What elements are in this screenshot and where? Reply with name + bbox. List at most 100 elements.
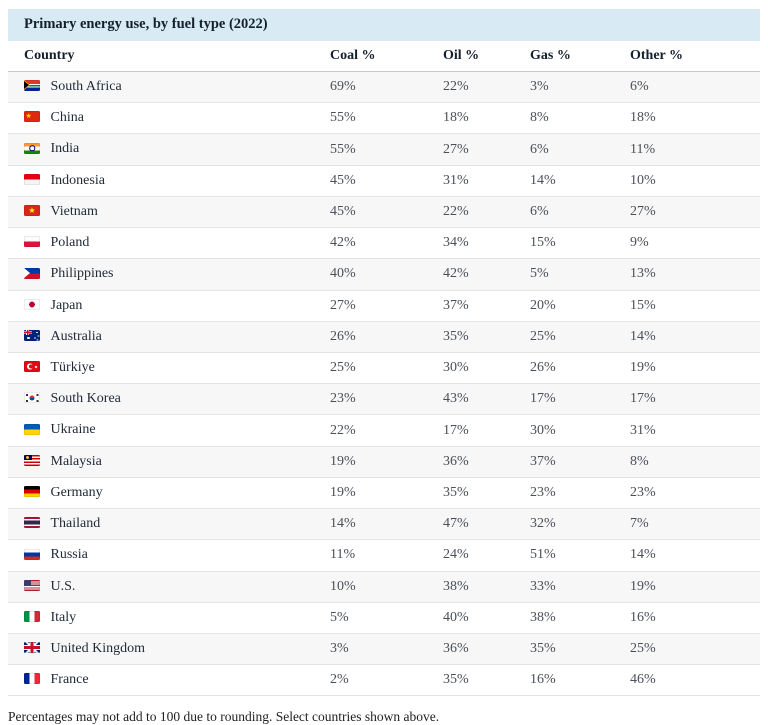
table-row: Malaysia 19% 36% 37% 8% <box>8 446 760 478</box>
oil-value: 47% <box>443 508 530 541</box>
oil-value: 35% <box>443 477 530 510</box>
australia-flag-icon <box>24 329 40 341</box>
gas-value: 51% <box>530 539 630 572</box>
table-row: Germany 19% 35% 23% 23% <box>8 477 760 510</box>
gas-value: 30% <box>530 414 630 447</box>
other-value: 23% <box>630 477 760 510</box>
oil-value: 36% <box>443 446 530 478</box>
other-value: 16% <box>630 602 760 634</box>
country-name: U.S. <box>50 578 76 594</box>
country-name: Australia <box>50 328 102 344</box>
vietnam-flag-icon <box>24 205 40 217</box>
coal-value: 14% <box>330 508 443 541</box>
gas-value: 20% <box>530 290 630 322</box>
gas-value: 15% <box>530 227 630 260</box>
country-cell: Vietnam <box>8 196 330 229</box>
gas-value: 23% <box>530 477 630 510</box>
table-row: Thailand 14% 47% 32% 7% <box>8 508 760 541</box>
gas-value: 17% <box>530 383 630 416</box>
table-row: Australia 26% 35% 25% 14% <box>8 321 760 353</box>
country-name: Russia <box>50 547 88 563</box>
country-name: China <box>50 110 84 126</box>
other-value: 18% <box>630 102 760 135</box>
country-cell: Thailand <box>8 508 330 541</box>
country-cell: Malaysia <box>8 446 330 478</box>
country-name: Philippines <box>50 266 114 282</box>
oil-value: 22% <box>443 71 530 104</box>
coal-value: 26% <box>330 321 443 353</box>
south-korea-flag-icon <box>24 392 40 404</box>
other-value: 31% <box>630 414 760 447</box>
gas-value: 6% <box>530 133 630 166</box>
country-name: Vietnam <box>50 203 98 219</box>
south-africa-flag-icon <box>24 80 40 92</box>
russia-flag-icon <box>24 548 40 560</box>
table-row: India 55% 27% 6% 11% <box>8 133 760 166</box>
energy-table: Country Coal % Oil % Gas % Other % South… <box>8 41 760 697</box>
country-cell: China <box>8 102 330 135</box>
country-cell: Indonesia <box>8 165 330 197</box>
other-value: 9% <box>630 227 760 260</box>
table-title: Primary energy use, by fuel type (2022) <box>24 16 268 32</box>
other-value: 14% <box>630 539 760 572</box>
table-row: Ukraine 22% 17% 30% 31% <box>8 414 760 447</box>
country-name: Malaysia <box>50 453 102 469</box>
italy-flag-icon <box>24 610 40 622</box>
united-kingdom-flag-icon <box>24 642 40 654</box>
coal-value: 45% <box>330 196 443 229</box>
oil-value: 31% <box>443 165 530 197</box>
gas-value: 16% <box>530 664 630 697</box>
table-row: France 2% 35% 16% 46% <box>8 664 760 697</box>
header-row: Country Coal % Oil % Gas % Other % <box>8 41 760 72</box>
other-value: 10% <box>630 165 760 197</box>
gas-value: 5% <box>530 258 630 291</box>
gas-value: 8% <box>530 102 630 135</box>
oil-value: 22% <box>443 196 530 229</box>
coal-value: 25% <box>330 352 443 385</box>
gas-value: 26% <box>530 352 630 385</box>
oil-value: 36% <box>443 633 530 666</box>
philippines-flag-icon <box>24 267 40 279</box>
table-row: Poland 42% 34% 15% 9% <box>8 227 760 260</box>
country-cell: Ukraine <box>8 414 330 447</box>
country-name: Japan <box>50 297 83 313</box>
table-row: South Korea 23% 43% 17% 17% <box>8 383 760 416</box>
coal-value: 45% <box>330 165 443 197</box>
indonesia-flag-icon <box>24 173 40 185</box>
column-header-oil: Oil % <box>443 41 530 72</box>
country-name: India <box>50 141 80 157</box>
other-value: 6% <box>630 71 760 104</box>
column-header-country: Country <box>8 41 330 72</box>
country-name: Germany <box>50 484 103 500</box>
column-header-coal: Coal % <box>330 41 443 72</box>
country-name: Thailand <box>50 516 101 532</box>
us-flag-icon <box>24 579 40 591</box>
country-cell: Türkiye <box>8 352 330 385</box>
coal-value: 19% <box>330 477 443 510</box>
table-row: Türkiye 25% 30% 26% 19% <box>8 352 760 385</box>
oil-value: 35% <box>443 664 530 697</box>
other-value: 13% <box>630 258 760 291</box>
table-row: United Kingdom 3% 36% 35% 25% <box>8 633 760 666</box>
gas-value: 25% <box>530 321 630 353</box>
table-row: China 55% 18% 8% 18% <box>8 102 760 135</box>
coal-value: 55% <box>330 102 443 135</box>
coal-value: 42% <box>330 227 443 260</box>
table-row: Japan 27% 37% 20% 15% <box>8 290 760 322</box>
country-cell: Australia <box>8 321 330 353</box>
france-flag-icon <box>24 673 40 685</box>
oil-value: 34% <box>443 227 530 260</box>
country-cell: Philippines <box>8 258 330 291</box>
coal-value: 55% <box>330 133 443 166</box>
country-cell: Japan <box>8 290 330 322</box>
china-flag-icon <box>24 111 40 123</box>
oil-value: 18% <box>443 102 530 135</box>
gas-value: 32% <box>530 508 630 541</box>
country-name: Poland <box>50 235 90 251</box>
country-cell: Poland <box>8 227 330 260</box>
gas-value: 37% <box>530 446 630 478</box>
country-cell: France <box>8 664 330 697</box>
other-value: 27% <box>630 196 760 229</box>
footnote: Percentages may not add to 100 due to ro… <box>8 709 440 725</box>
